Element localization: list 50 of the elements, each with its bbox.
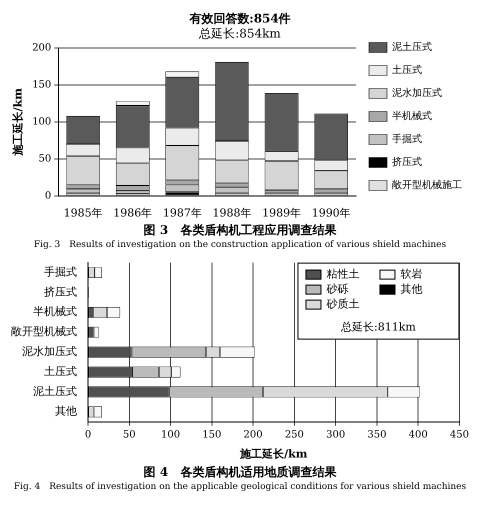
y-tick-label: 半机械式 (33, 305, 77, 318)
caption: 图 3 各类盾构机工程应用调查结果 (142, 223, 338, 238)
x-tick-label: 100 (161, 429, 180, 440)
legend-label: 敞开型机械施工 (392, 179, 462, 192)
legend-label: 挤压式 (392, 156, 422, 168)
x-tick-label: 200 (244, 429, 263, 440)
x-tick-label: 1985年 (64, 206, 103, 220)
y-tick-label: 200 (32, 42, 52, 54)
y-tick-label: 挤压式 (44, 285, 77, 298)
x-tick-label: 0 (84, 429, 92, 440)
y-tick-label: 50 (38, 153, 52, 164)
legend-label: 泥土压式 (392, 41, 432, 54)
legend-label: 粘性土 (326, 267, 360, 280)
y-tick-label: 手掘式 (44, 265, 77, 278)
legend-label: 手掘式 (392, 133, 422, 146)
legend-label: 软岩 (400, 267, 422, 280)
text: 总延长:811km (340, 320, 416, 334)
x-tick-label: 1988年 (212, 206, 252, 220)
legend-label: 其他 (400, 282, 422, 296)
x-tick-label: 50 (122, 429, 136, 440)
legend-label: 泥水加压式 (392, 87, 442, 100)
y-tick-label: 100 (32, 116, 52, 128)
x-tick-label: 300 (326, 429, 346, 440)
y-tick-label: 泥水加压式 (22, 345, 77, 358)
x-tick-label: 1987年 (162, 206, 202, 220)
chart-title: 有效回答数:854件 (188, 11, 291, 26)
caption: Fig. 4 Results of investigation on the applicable geological conditions for various shield machines (12, 481, 468, 494)
chart-subtitle: 总延长:854km (198, 26, 282, 41)
legend-label: 砂质土 (325, 297, 360, 310)
y-tick-label: 150 (32, 79, 52, 90)
legend-label: 砂砾 (325, 282, 348, 296)
legend-label: 半机械式 (392, 110, 432, 122)
x-tick-label: 250 (284, 429, 304, 440)
x-tick-label: 1990年 (312, 206, 351, 220)
caption: Fig. 3 Results of investigation on the construction application of various shield machines (32, 239, 448, 252)
x-tick-label: 400 (408, 429, 428, 440)
y-tick-label: 其他 (55, 404, 77, 418)
y-tick-label: 土压式 (44, 364, 77, 378)
y-tick-label: 敞开型机械式 (11, 325, 77, 338)
x-tick-label: 150 (202, 429, 222, 440)
x-tick-label: 1986年 (113, 206, 152, 220)
y-tick-label: 泥土压式 (33, 384, 77, 398)
y-axis-title: 施工延长/km (11, 88, 24, 156)
x-tick-label: 350 (367, 429, 386, 440)
x-tick-label: 450 (450, 429, 470, 440)
x-tick-label: 1989年 (262, 206, 302, 220)
legend-label: 土压式 (392, 64, 422, 76)
caption: 图 4 各类盾构机适用地质调查结果 (142, 465, 338, 480)
y-tick-label: 0 (44, 190, 52, 202)
x-axis-title: 施工延长/km (239, 447, 308, 460)
